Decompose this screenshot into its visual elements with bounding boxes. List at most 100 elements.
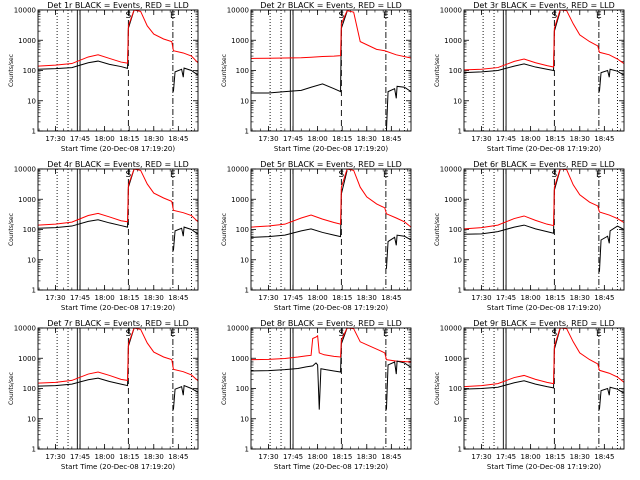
y-tick-label: 10000 (227, 166, 249, 174)
x-tick-label: 18:00 (95, 294, 115, 302)
time-marker-label: E (170, 329, 176, 339)
x-tick-label: 17:30 (45, 453, 65, 461)
x-axis-label: Start Time (20-Dec-08 17:19:20) (487, 145, 601, 153)
plot-frame (250, 168, 412, 291)
y-tick-label: 1000 (231, 196, 249, 204)
y-tick-label: 1 (245, 446, 249, 454)
chart-title: Det 6r BLACK = Events, RED = LLD (473, 160, 615, 169)
time-marker-label: E (383, 170, 389, 180)
plot-frame (250, 327, 412, 450)
x-axis-label: Start Time (20-Dec-08 17:19:20) (61, 304, 175, 312)
x-tick-label: 18:30 (144, 135, 164, 143)
x-axis-label: Start Time (20-Dec-08 17:19:20) (61, 145, 175, 153)
y-tick-label: 100 (23, 385, 36, 393)
events-series-line (464, 11, 561, 74)
lld-series-line (251, 328, 411, 363)
y-tick-label: 1000 (18, 196, 36, 204)
y-tick-label: 100 (449, 385, 462, 393)
time-marker-label: E (170, 11, 176, 21)
x-tick-label: 18:15 (332, 294, 352, 302)
y-axis-label: Counts/sec (8, 213, 15, 246)
time-marker-label: E (383, 329, 389, 339)
x-tick-label: 18:45 (168, 453, 188, 461)
y-axis-label: Counts/sec (8, 54, 15, 87)
x-tick-label: 17:45 (70, 135, 90, 143)
y-tick-label: 1 (32, 128, 36, 136)
x-tick-label: 18:45 (381, 294, 401, 302)
plot-frame (250, 9, 412, 132)
x-axis-label: Start Time (20-Dec-08 17:19:20) (274, 145, 388, 153)
events-series-line (598, 68, 624, 92)
x-axis-label: Start Time (20-Dec-08 17:19:20) (274, 463, 388, 471)
y-axis-label: Counts/sec (221, 213, 228, 246)
x-tick-label: 17:30 (258, 453, 278, 461)
y-tick-label: 10000 (227, 7, 249, 15)
x-tick-label: 17:45 (70, 453, 90, 461)
y-tick-label: 10 (27, 256, 36, 264)
plot-frame (463, 327, 625, 450)
y-tick-label: 10000 (440, 166, 462, 174)
time-marker-label: S (552, 329, 558, 339)
y-tick-label: 1000 (18, 37, 36, 45)
x-tick-label: 17:45 (283, 135, 303, 143)
chart-title: Det 1r BLACK = Events, RED = LLD (47, 1, 189, 10)
lld-series-line (38, 169, 198, 226)
chart-title: Det 8r BLACK = Events, RED = LLD (260, 319, 402, 328)
chart-panel: Det 8r BLACK = Events, RED = LLD Counts/s… (221, 319, 412, 471)
x-tick-label: 17:45 (496, 135, 516, 143)
x-tick-label: 17:30 (471, 453, 491, 461)
x-tick-label: 18:15 (545, 135, 565, 143)
x-tick-label: 18:30 (570, 135, 590, 143)
x-tick-label: 18:00 (308, 294, 328, 302)
time-marker-label: S (552, 11, 558, 21)
x-axis-label: Start Time (20-Dec-08 17:19:20) (487, 304, 601, 312)
x-tick-label: 17:30 (45, 135, 65, 143)
events-series-line (598, 225, 624, 272)
x-tick-label: 18:45 (594, 294, 614, 302)
y-tick-label: 10 (27, 97, 36, 105)
time-marker-label: S (552, 170, 558, 180)
events-series-line (172, 67, 198, 92)
y-tick-label: 10000 (14, 7, 36, 15)
x-tick-label: 18:00 (308, 135, 328, 143)
lld-series-line (251, 10, 411, 59)
y-tick-label: 100 (449, 226, 462, 234)
chart-panel: Det 4r BLACK = Events, RED = LLD Counts/s… (8, 160, 199, 312)
chart-panel: Det 2r BLACK = Events, RED = LLD Counts/s… (221, 1, 412, 153)
y-tick-label: 1 (245, 287, 249, 295)
x-tick-label: 18:30 (144, 453, 164, 461)
y-tick-label: 1000 (444, 196, 462, 204)
y-tick-label: 1 (458, 287, 462, 295)
y-axis-label: Counts/sec (221, 372, 228, 405)
events-series-line (385, 360, 411, 410)
y-tick-label: 10000 (14, 325, 36, 333)
x-tick-label: 18:45 (594, 135, 614, 143)
time-marker-label: S (126, 170, 132, 180)
time-marker-label: E (170, 170, 176, 180)
lld-series-line (38, 10, 198, 67)
x-tick-label: 17:30 (471, 294, 491, 302)
plot-frame (37, 168, 199, 291)
x-tick-label: 18:15 (545, 453, 565, 461)
plot-frame (463, 9, 625, 132)
y-tick-label: 10000 (440, 7, 462, 15)
y-tick-label: 10 (453, 415, 462, 423)
chart-panel: Det 5r BLACK = Events, RED = LLD Counts/s… (221, 160, 412, 312)
x-tick-label: 18:45 (168, 294, 188, 302)
x-tick-label: 18:15 (332, 453, 352, 461)
y-tick-label: 10000 (14, 166, 36, 174)
time-marker-label: S (339, 170, 345, 180)
y-tick-label: 10 (27, 415, 36, 423)
time-marker-label: S (126, 329, 132, 339)
y-tick-label: 1 (32, 287, 36, 295)
y-axis-label: Counts/sec (434, 54, 441, 87)
events-series-line (251, 328, 348, 410)
lld-series-line (251, 169, 411, 228)
time-marker-label: E (596, 170, 602, 180)
x-tick-label: 18:30 (570, 453, 590, 461)
lld-series-line (464, 10, 624, 71)
x-tick-label: 17:30 (258, 294, 278, 302)
y-tick-label: 10 (240, 97, 249, 105)
x-tick-label: 17:30 (471, 135, 491, 143)
